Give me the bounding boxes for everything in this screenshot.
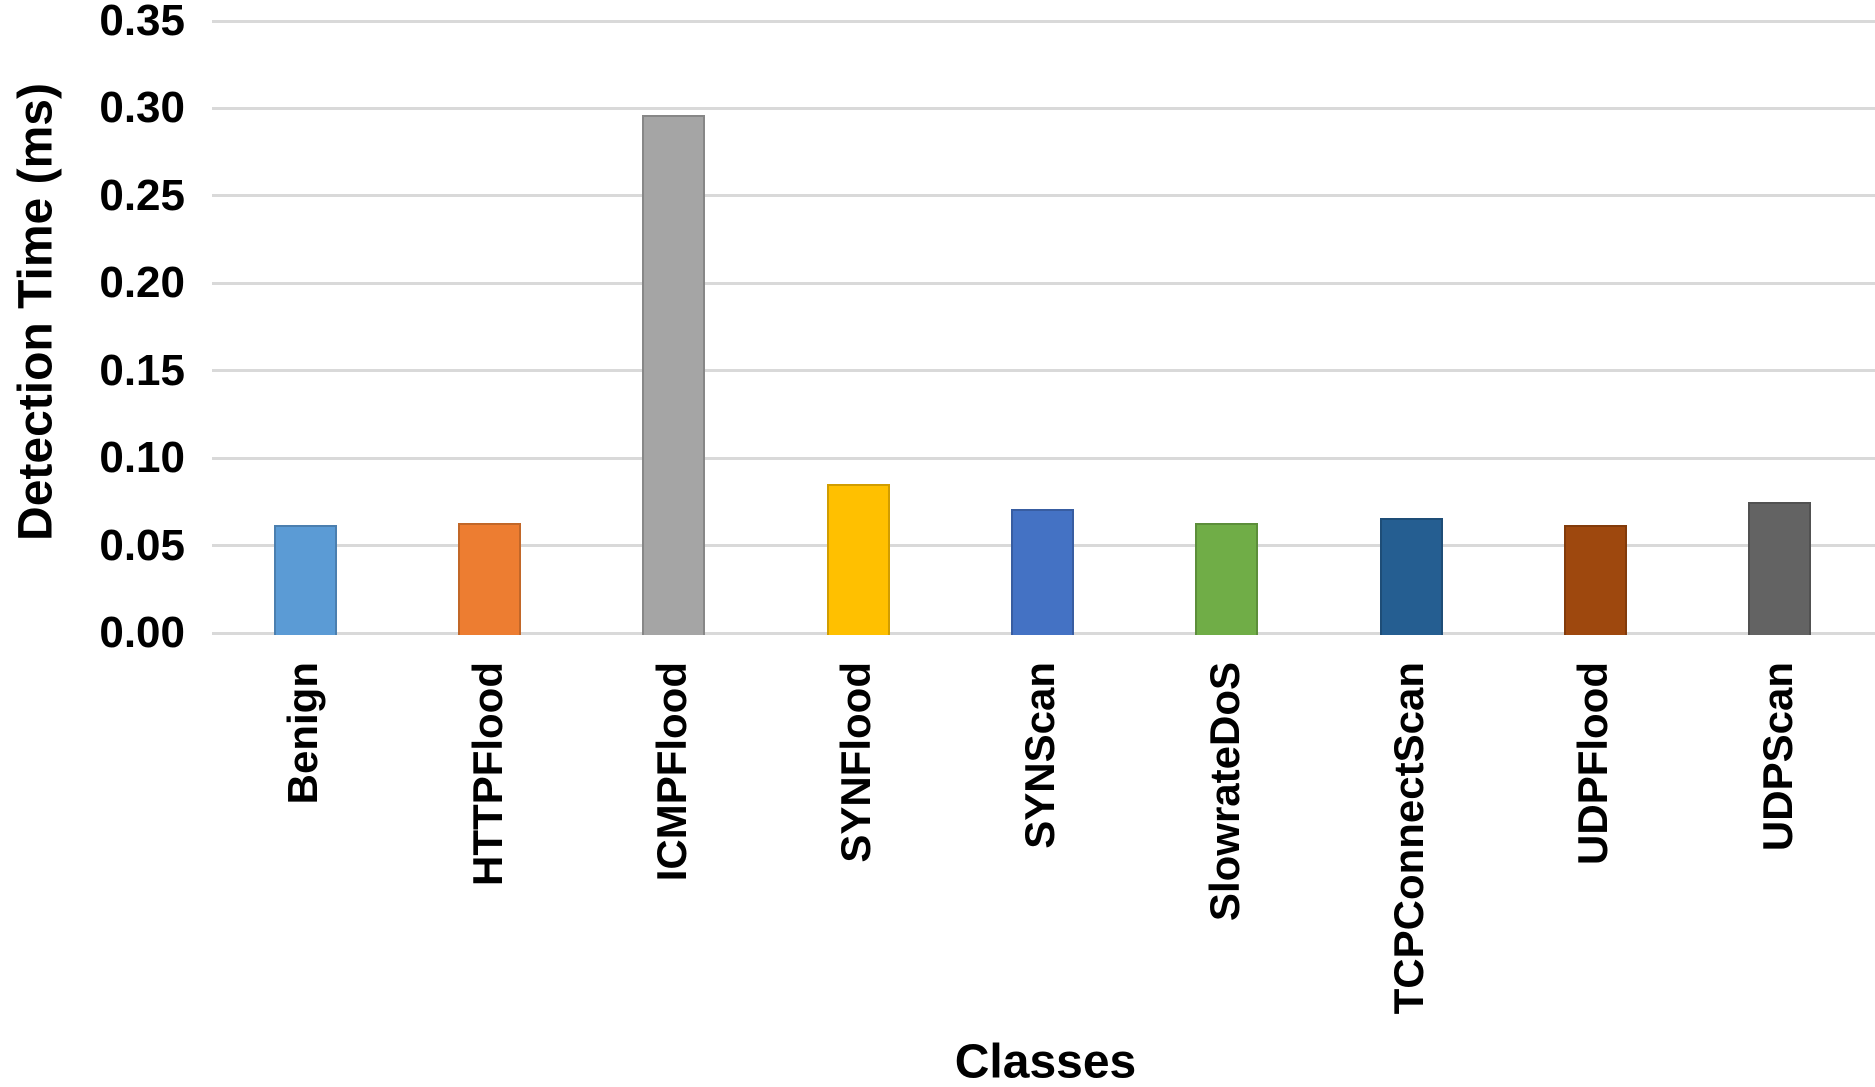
bar-icmpflood [642, 115, 706, 635]
x-category-label-benign: Benign [279, 662, 327, 805]
x-category-label-udpscan: UDPScan [1753, 662, 1801, 852]
bar-synscan [1010, 508, 1074, 635]
x-category-label-udpflood: UDPFlood [1569, 662, 1617, 865]
y-tick-label-0.25: 0.25 [99, 170, 185, 220]
bar-udpflood [1563, 524, 1627, 635]
gridline-0.20 [212, 281, 1875, 285]
x-axis-title: Classes [954, 1035, 1137, 1087]
y-tick-label-0.05: 0.05 [99, 520, 185, 570]
gridline-0.30 [212, 106, 1875, 110]
x-category-label-icmpflood: ICMPFlood [647, 662, 695, 882]
x-category-label-synscan: SYNScan [1016, 662, 1064, 849]
x-category-label-synflood: SYNFlood [832, 662, 880, 863]
y-tick-label-0.15: 0.15 [99, 345, 185, 395]
x-category-label-slowratedos: SlowrateDoS [1200, 662, 1248, 922]
bar-benign [273, 524, 337, 635]
gridline-0.10 [212, 456, 1875, 460]
y-tick-label-0.20: 0.20 [99, 258, 185, 308]
gridline-0.25 [212, 194, 1875, 198]
y-tick-label-0.00: 0.00 [99, 608, 185, 657]
gridline-0.15 [212, 369, 1875, 373]
gridline-0.35 [212, 19, 1875, 23]
bar-synflood [826, 484, 890, 635]
bar-udpscan [1748, 501, 1812, 635]
bar-httpflood [458, 522, 521, 635]
y-tick-label-0.30: 0.30 [99, 83, 185, 133]
x-category-label-httpflood: HTTPFlood [463, 662, 511, 886]
y-tick-label-0.10: 0.10 [99, 433, 185, 483]
y-tick-label-0.35: 0.35 [99, 0, 185, 45]
bar-slowratedos [1195, 522, 1259, 635]
bar-tcpconnectscan [1379, 517, 1443, 635]
x-category-label-tcpconnectscan: TCPConnectScan [1385, 662, 1432, 1015]
